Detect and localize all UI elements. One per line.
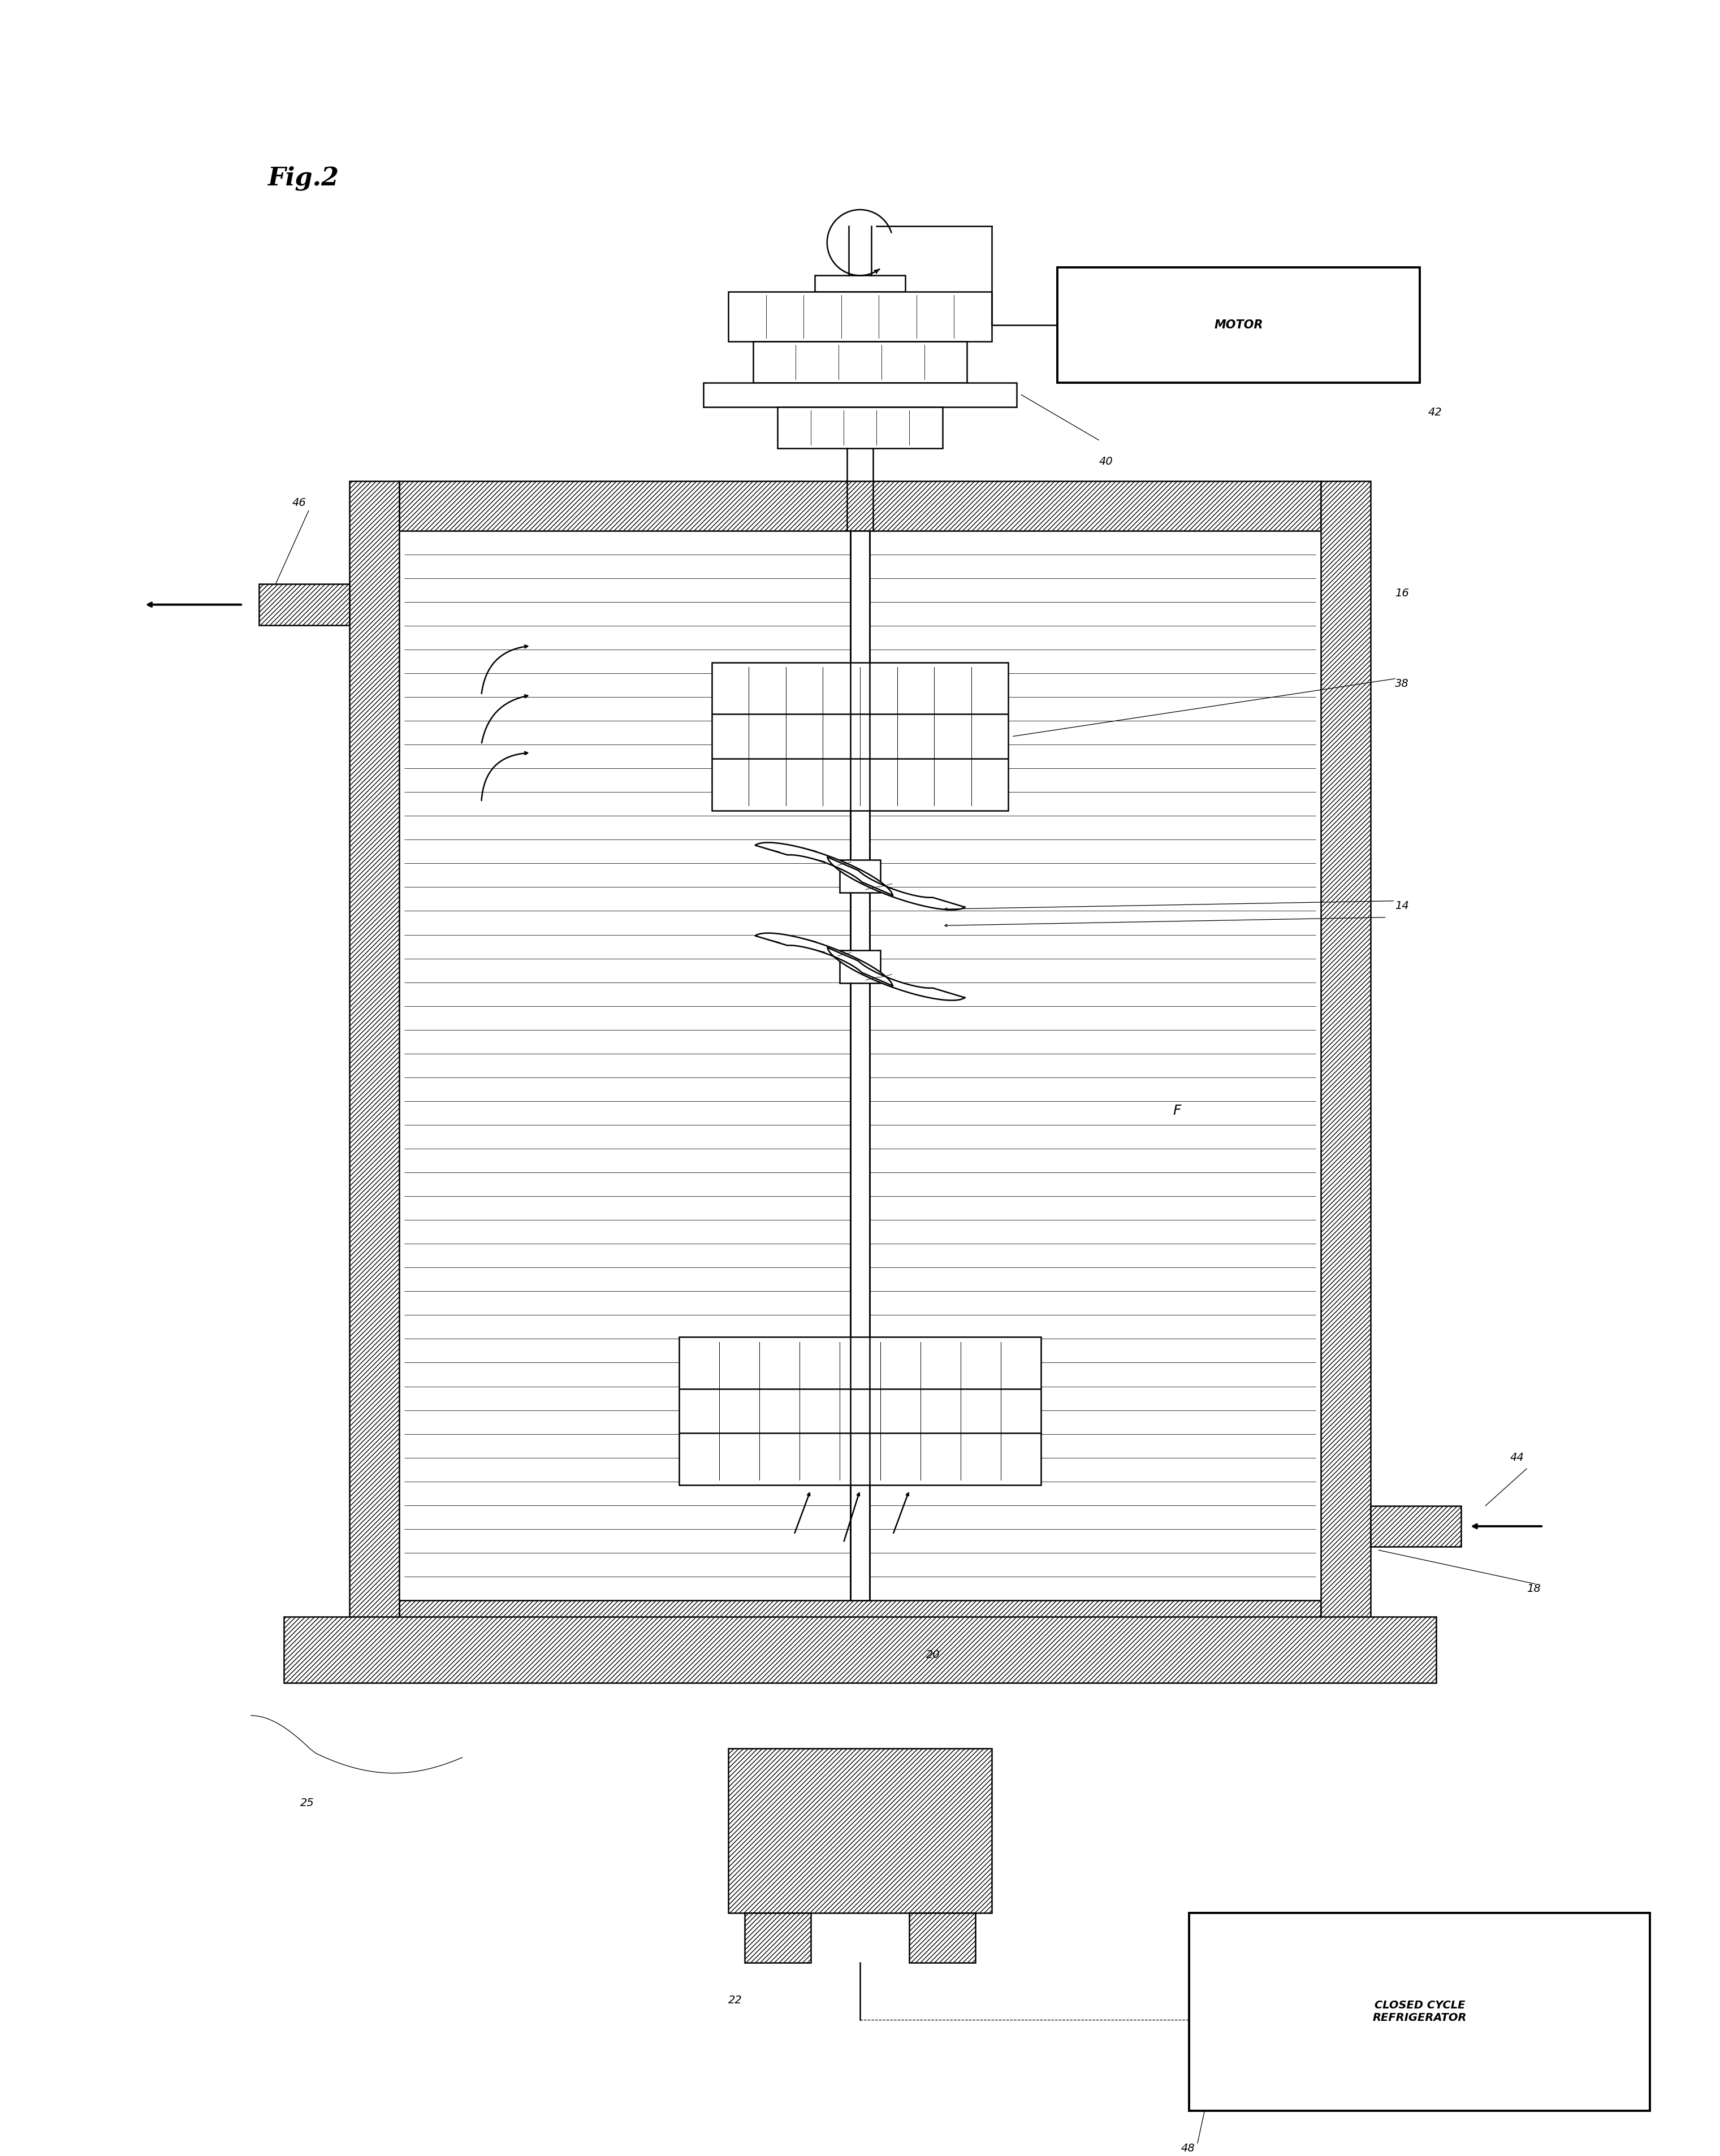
Polygon shape	[827, 858, 965, 910]
Text: 48: 48	[1182, 2143, 1195, 2154]
Text: 25: 25	[301, 1798, 315, 1809]
Bar	[1058, 267, 1419, 382]
Bar	[839, 951, 881, 983]
Text: 20: 20	[925, 1649, 939, 1660]
Text: 22: 22	[728, 1994, 743, 2005]
Bar	[839, 860, 881, 893]
Bar	[1371, 1505, 1460, 1546]
Text: MOTOR: MOTOR	[1214, 319, 1262, 330]
Bar	[777, 407, 943, 448]
Bar	[349, 1649, 1371, 1675]
Text: CLOSED CYCLE
REFRIGERATOR: CLOSED CYCLE REFRIGERATOR	[1373, 2001, 1467, 2022]
Bar	[815, 276, 905, 291]
Bar	[1189, 1912, 1649, 2111]
Text: 18: 18	[1527, 1585, 1541, 1593]
Text: 14: 14	[1395, 901, 1409, 912]
Text: Fig.2: Fig.2	[267, 166, 339, 190]
Text: 42: 42	[1428, 407, 1441, 418]
Polygon shape	[755, 843, 893, 895]
Bar	[260, 584, 349, 625]
Polygon shape	[755, 934, 893, 985]
Bar	[703, 382, 1017, 407]
Bar	[679, 1337, 1041, 1485]
Bar	[349, 481, 399, 1649]
Bar	[728, 291, 992, 341]
Bar	[910, 1912, 975, 1962]
Bar	[399, 481, 1321, 530]
Bar	[399, 1600, 1321, 1649]
Bar	[850, 530, 870, 1600]
Bar	[712, 662, 1008, 811]
Bar	[728, 1749, 992, 1912]
Text: 16: 16	[1395, 589, 1409, 599]
Text: 38: 38	[1395, 679, 1409, 690]
Text: 44: 44	[1510, 1451, 1524, 1462]
Bar	[753, 341, 967, 382]
Bar	[284, 1617, 1436, 1682]
Text: 40: 40	[1099, 457, 1113, 468]
Bar	[1321, 481, 1371, 1649]
Text: F: F	[1173, 1104, 1182, 1117]
Polygon shape	[827, 949, 965, 1000]
Text: 46: 46	[292, 498, 306, 509]
Bar	[745, 1912, 810, 1962]
